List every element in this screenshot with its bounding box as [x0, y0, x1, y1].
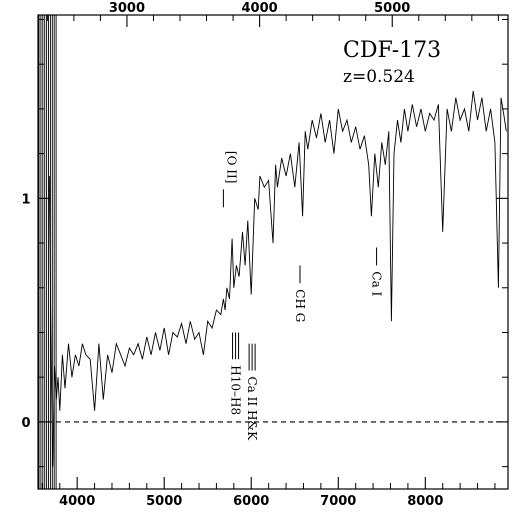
- line-label: [O II]: [224, 151, 238, 184]
- line-label: H10–H8: [229, 365, 243, 415]
- y-tick-label: 0: [21, 416, 30, 431]
- top-tick-label: 5000: [374, 1, 410, 16]
- left-edge-bars: [38, 15, 57, 489]
- line-label: CH G: [293, 289, 307, 322]
- x-tick-label: 5000: [146, 494, 182, 509]
- x-tick-label: 7000: [320, 494, 356, 509]
- line-label: Ca I: [370, 271, 384, 296]
- y-tick-label: 1: [21, 192, 30, 207]
- top-tick-label: 4000: [242, 1, 278, 16]
- x-tick-label: 6000: [233, 494, 269, 509]
- object-name: CDF-173: [343, 38, 441, 63]
- x-tick-label: 4000: [59, 494, 95, 509]
- spectrum-series: [48, 90, 507, 467]
- line-label: Ca II H&K: [245, 377, 259, 442]
- x-tick-label: 8000: [407, 494, 443, 509]
- plot-frame: [37, 14, 509, 490]
- top-tick-label: 3000: [109, 1, 145, 16]
- redshift-label: z=0.524: [343, 67, 415, 87]
- line-annotations: [O II] H10–H8 Ca II H&K CH G Ca I: [222, 151, 384, 442]
